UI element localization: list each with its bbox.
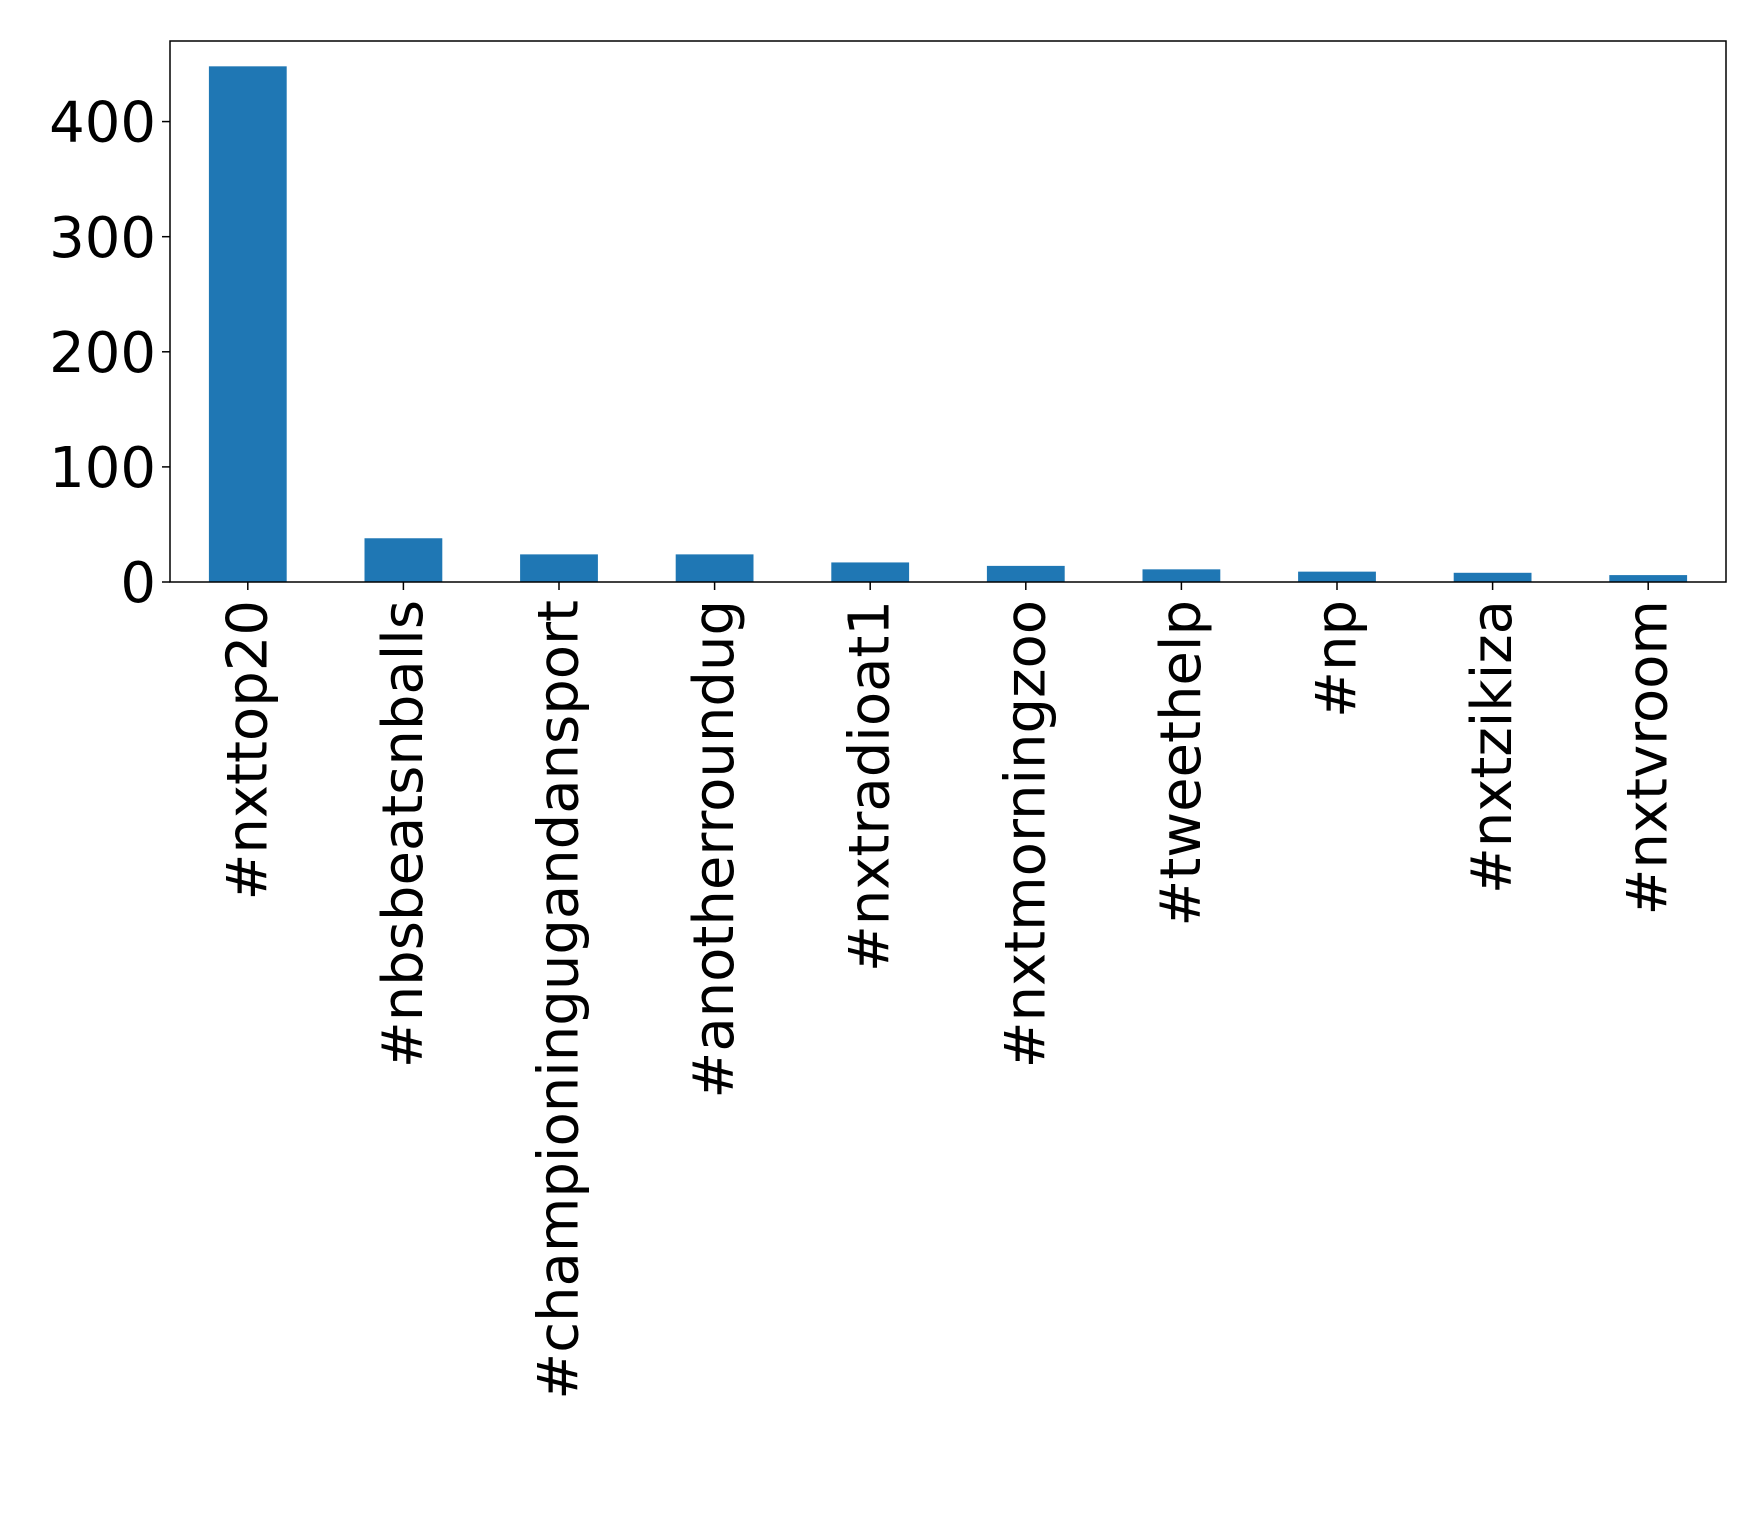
bar-nxttop20 (208, 66, 287, 582)
y-tick-label: 100 (49, 436, 156, 501)
bar-nbsbeatsnballs (364, 538, 443, 582)
bar-anotherroundug (675, 554, 754, 582)
x-tick-label: #np (1305, 600, 1370, 718)
bar-nxtradioat1 (831, 562, 910, 582)
x-tick-label: #nxtvroom (1616, 600, 1681, 916)
bar-tweethelp (1142, 569, 1221, 582)
x-tick-label: #nxttop20 (215, 600, 280, 901)
plot-area-frame (169, 40, 1727, 583)
y-tick-label: 300 (49, 206, 156, 271)
y-tick-label: 0 (120, 551, 156, 616)
bar-nxtvroom (1609, 575, 1688, 582)
x-tick-label: #nbsbeatsnballs (371, 600, 436, 1068)
bar-nxtmorningzoo (986, 565, 1065, 582)
x-axis-ticks: #nxttop20 #nbsbeatsnballs #championingugan… (215, 582, 1681, 1400)
x-tick-label: #nxtmorningzoo (993, 600, 1058, 1068)
x-tick-label: #anotherroundug (682, 600, 747, 1099)
x-tick-label: #championingugandansport (527, 600, 592, 1400)
x-tick-label: #nxtzikiza (1460, 600, 1525, 894)
bar-championingugandansport (520, 554, 598, 582)
bars-group (208, 66, 1688, 582)
x-tick-label: #tweethelp (1149, 600, 1214, 927)
bar-nxtzikiza (1453, 572, 1532, 582)
x-tick-label: #nxtradioat1 (838, 600, 903, 972)
y-axis-ticks: 0 100 200 300 400 (49, 91, 170, 616)
bar-np (1298, 571, 1376, 582)
y-tick-label: 400 (49, 91, 156, 156)
y-tick-label: 200 (49, 321, 156, 386)
